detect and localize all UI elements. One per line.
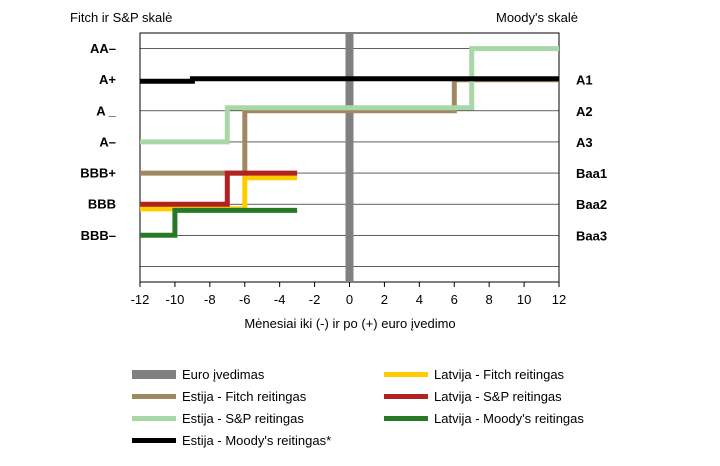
left-scale-title: Fitch ir S&P skalė: [70, 10, 173, 25]
legend-label: Latvija - Moody's reitingas: [434, 410, 584, 426]
x-tick-label: 2: [381, 292, 388, 307]
right-tick-label: Baa1: [576, 166, 607, 181]
left-tick-label: BBB+: [80, 166, 116, 181]
series-line-5: [140, 207, 298, 238]
legend-label: Estija - S&P reitingas: [182, 410, 304, 426]
x-tick-label: 4: [416, 292, 423, 307]
left-tick-label: A–: [99, 134, 116, 149]
legend-swatch: [132, 437, 176, 443]
legend-label: Euro įvedimas: [182, 366, 265, 382]
left-tick-label: BBB–: [81, 228, 116, 243]
legend-item: Latvija - Fitch reitingas: [384, 364, 564, 384]
legend-item: Latvija - Moody's reitingas: [384, 408, 584, 428]
left-tick-label: A _: [96, 103, 117, 118]
legend-swatch: [384, 371, 428, 377]
left-tick-label: A+: [99, 72, 116, 87]
right-tick-label: A1: [576, 73, 593, 88]
legend-item: Estija - Fitch reitingas: [132, 386, 306, 406]
legend-label: Estija - Moody's reitingas*: [182, 432, 332, 448]
legend-swatch: [132, 369, 176, 379]
right-scale-title: Moody's skalė: [496, 10, 578, 25]
x-axis-label: Mėnesiai iki (-) ir po (+) euro įvedimo: [244, 316, 456, 331]
left-tick-label: BBB: [88, 197, 116, 212]
series-line-6: [140, 76, 559, 84]
series-line-4: [140, 46, 559, 145]
legend-swatch: [132, 393, 176, 399]
right-tick-label: Baa2: [576, 197, 607, 212]
legend-item: Latvija - S&P reitingas: [384, 386, 562, 406]
x-tick-label: 10: [517, 292, 531, 307]
legend-swatch: [384, 415, 428, 421]
legend-label: Estija - Fitch reitingas: [182, 388, 307, 404]
legend-item: Estija - S&P reitingas: [132, 408, 304, 428]
x-tick-label: 8: [486, 292, 493, 307]
legend: Euro įvedimas Latvija - Fitch reitingas Es…: [0, 360, 720, 460]
left-tick-label: AA–: [90, 41, 116, 56]
legend-label: Latvija - Fitch reitingas: [434, 366, 565, 382]
legend-swatch: [132, 415, 176, 421]
x-tick-label: -4: [274, 292, 286, 307]
x-tick-label: 0: [346, 292, 353, 307]
x-tick-label: 6: [451, 292, 458, 307]
legend-label: Latvija - S&P reitingas: [434, 388, 562, 404]
legend-item: Estija - Moody's reitingas*: [132, 430, 331, 450]
x-tick-label: -10: [166, 292, 185, 307]
legend-swatch: [384, 393, 428, 399]
x-tick-label: 12: [552, 292, 566, 307]
right-tick-label: A3: [576, 135, 593, 150]
x-tick-label: -2: [309, 292, 321, 307]
right-tick-label: A2: [576, 104, 593, 119]
series-line-3: [140, 170, 298, 207]
legend-item: Euro įvedimas: [132, 364, 264, 384]
x-tick-label: -8: [204, 292, 216, 307]
x-tick-label: -12: [131, 292, 150, 307]
x-tick-label: -6: [239, 292, 251, 307]
right-tick-label: Baa3: [576, 228, 607, 243]
